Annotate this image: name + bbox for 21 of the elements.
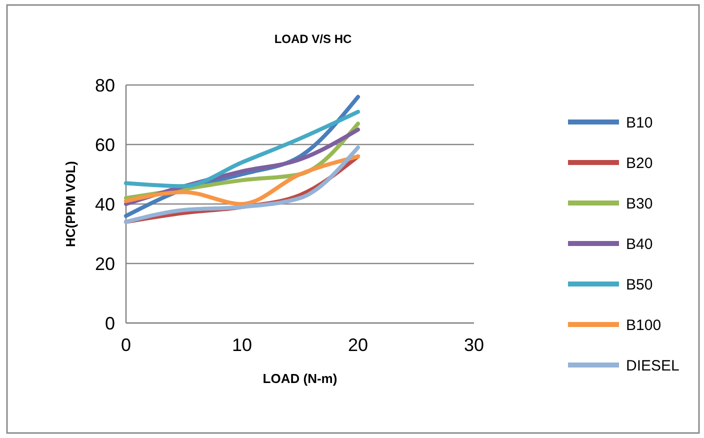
- x-tick-label: 20: [348, 335, 368, 355]
- legend-label: B50: [626, 276, 653, 294]
- chart-title: LOAD V/S HC: [274, 32, 352, 46]
- legend-label: B40: [626, 236, 653, 253]
- y-axis-title: HC(PPM VOL): [63, 161, 78, 247]
- x-tick-label: 0: [120, 335, 132, 355]
- y-tick-label: 0: [104, 313, 115, 334]
- x-axis-title: LOAD (N-m): [262, 371, 338, 386]
- line-series: [124, 110, 360, 188]
- y-tick-label: 40: [94, 194, 115, 214]
- x-tick-label: 30: [464, 335, 484, 355]
- legend-label: B10: [626, 114, 653, 132]
- y-tick-label: 20: [94, 254, 115, 274]
- legend-label: B30: [626, 195, 653, 212]
- x-tick-label: 10: [232, 335, 252, 355]
- legend-label: DIESEL: [626, 357, 680, 374]
- legend-label: B20: [626, 154, 653, 172]
- legend-label: B100: [626, 316, 662, 334]
- y-tick-label: 60: [94, 134, 115, 155]
- line-series: [124, 154, 360, 206]
- y-tick-label: 80: [94, 75, 115, 96]
